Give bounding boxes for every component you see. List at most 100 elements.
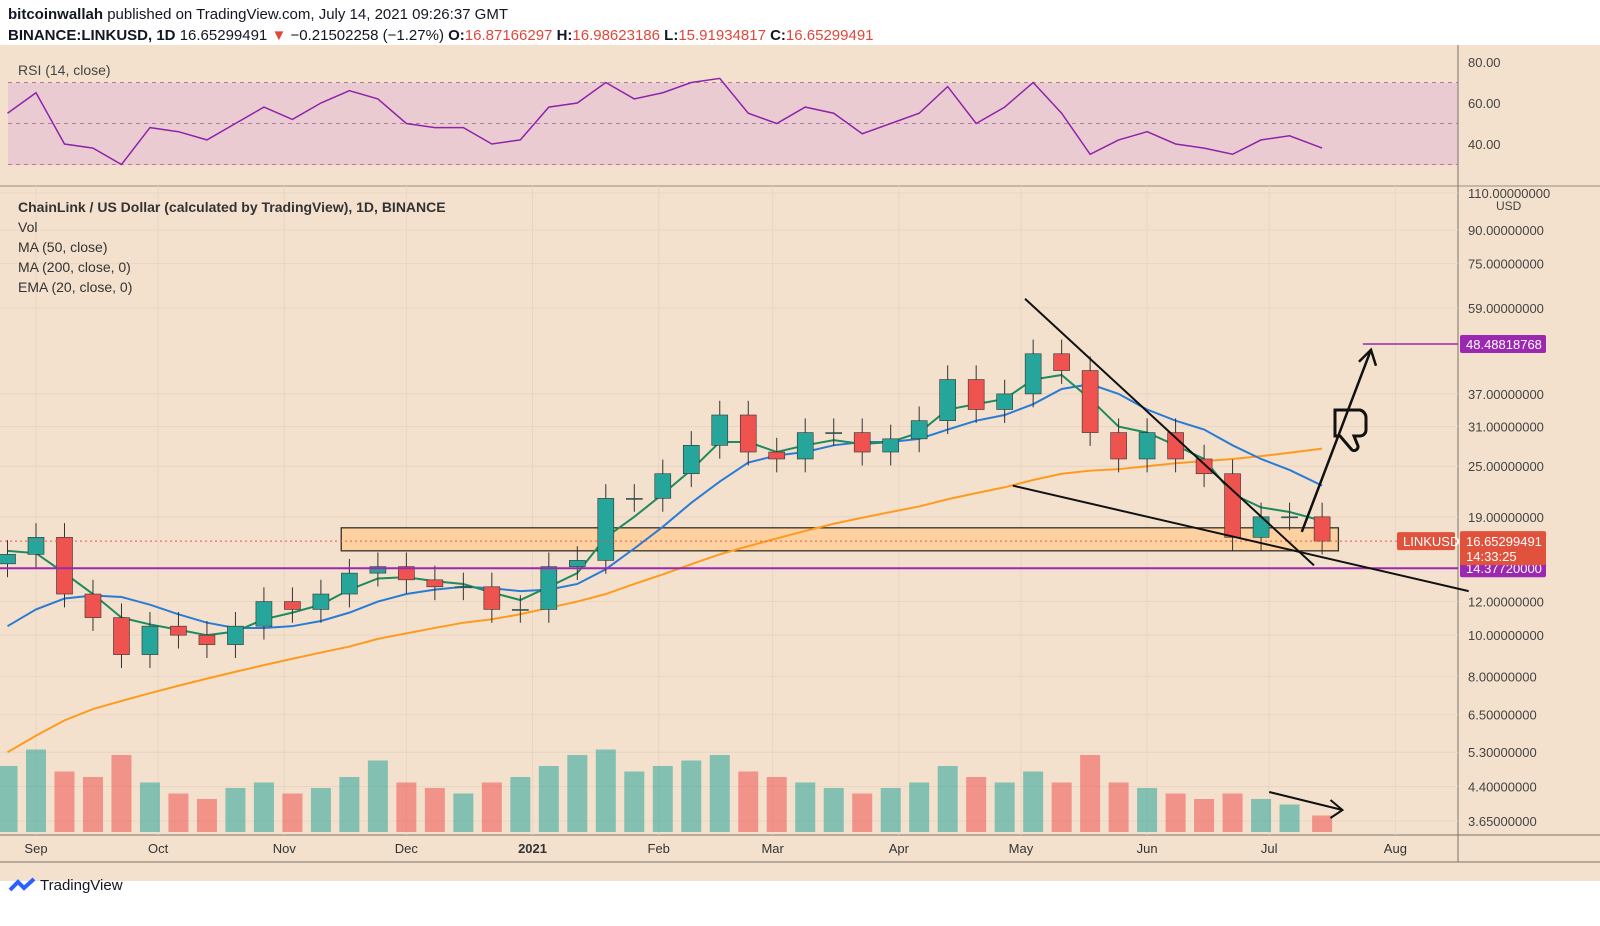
volume-bar <box>396 782 417 832</box>
candle <box>625 498 643 500</box>
chart-background <box>0 45 1600 881</box>
symbol-label-bg <box>1397 532 1455 551</box>
volume-bar <box>1165 793 1186 832</box>
open-value: 16.87166297 <box>464 27 553 44</box>
price-tick: 4.40000000 <box>1468 780 1537 795</box>
volume-bar <box>966 777 987 832</box>
brand[interactable]: TradingView <box>40 876 123 894</box>
volume-bar <box>510 777 531 832</box>
candle <box>141 625 159 655</box>
volume-bar <box>481 782 502 832</box>
volume-bar <box>880 788 901 832</box>
author[interactable]: bitcoinwallah <box>8 6 104 23</box>
volume-bar <box>0 766 18 832</box>
volume-bar <box>367 760 388 832</box>
candle <box>1224 473 1241 538</box>
volume-bar <box>909 782 930 832</box>
arrow-head-icon <box>1358 347 1378 367</box>
candle <box>825 432 843 434</box>
candle <box>426 579 444 588</box>
volume-bar <box>196 799 217 832</box>
high-value: 16.98623186 <box>572 27 660 44</box>
chart-header: bitcoinwallah published on TradingView.c… <box>8 4 874 46</box>
candle <box>1053 353 1070 371</box>
footer: TradingView <box>8 876 123 894</box>
candle <box>113 617 130 655</box>
volume-bar <box>54 771 75 832</box>
candle <box>198 634 216 645</box>
candle <box>27 537 45 555</box>
candle <box>1110 432 1127 460</box>
candle <box>0 554 16 565</box>
candle <box>341 572 358 595</box>
volume-bar <box>1251 799 1272 832</box>
candle <box>682 445 700 475</box>
rsi-label: RSI (14, close) <box>18 62 111 78</box>
price-tick: 90.00000000 <box>1468 223 1544 238</box>
price-tick: 37.00000000 <box>1468 387 1544 402</box>
volume-bar <box>1222 793 1243 832</box>
down-arrow-icon: ▼ <box>271 27 287 44</box>
candle <box>170 625 187 636</box>
price-change: −0.21502258 (−1.27%) <box>290 27 444 44</box>
legend-item: ChainLink / US Dollar (calculated by Tra… <box>18 199 446 215</box>
candle <box>1024 353 1042 395</box>
volume-bar <box>82 777 103 832</box>
time-tick: Jul <box>1261 841 1278 856</box>
price-tick: 8.00000000 <box>1468 669 1537 684</box>
volume-bar <box>1080 755 1101 832</box>
ma200-line <box>7 447 1323 754</box>
support-zone <box>340 527 1340 552</box>
time-tick: Feb <box>648 841 670 856</box>
volume-bar <box>424 788 445 832</box>
price-tick: 10.00000000 <box>1468 628 1544 643</box>
volume-bar <box>139 782 160 832</box>
candle <box>768 451 786 460</box>
volume-bar <box>253 782 274 832</box>
time-tick: Apr <box>889 841 910 856</box>
published-info: published on TradingView.com, July 14, 2… <box>107 6 508 23</box>
low-label: L: <box>664 27 679 44</box>
candle <box>483 586 501 610</box>
high-label: H: <box>556 27 573 44</box>
close-value: 16.65299491 <box>785 27 874 44</box>
price-tick: 3.65000000 <box>1468 814 1537 829</box>
last-price: 16.65299491 <box>179 27 268 44</box>
price-tick: 12.00000000 <box>1468 595 1544 610</box>
trendline <box>1012 484 1469 593</box>
volume-bar <box>1023 771 1044 832</box>
time-tick: Sep <box>24 841 47 856</box>
countdown-label: 14:33:25 <box>1466 549 1517 564</box>
low-value: 15.91934817 <box>678 27 766 44</box>
candle <box>369 566 387 574</box>
volume-bar <box>624 771 645 832</box>
volume-bar <box>111 755 132 832</box>
volume-bar <box>709 755 730 832</box>
candle <box>227 625 244 645</box>
symbol-label: LINKUSD <box>1403 534 1459 549</box>
volume-bar <box>823 788 844 832</box>
volume-bar <box>339 777 360 832</box>
volume-bar <box>453 793 474 832</box>
volume-bar <box>795 782 816 832</box>
volume-bar <box>852 793 873 832</box>
arrow-head-icon <box>1329 799 1345 819</box>
candle <box>939 379 956 421</box>
price-tick: 110.00000000 <box>1468 186 1550 201</box>
breakout-arrow <box>1300 349 1373 533</box>
legend-item: Vol <box>18 219 37 235</box>
volume-bar <box>310 788 331 832</box>
candle <box>1081 370 1099 433</box>
candle <box>1252 516 1270 538</box>
candle <box>1195 458 1213 475</box>
candle <box>569 560 586 567</box>
time-tick: Aug <box>1384 841 1407 856</box>
candle <box>882 438 900 453</box>
time-tick: May <box>1009 841 1034 856</box>
candle <box>398 566 415 581</box>
candle <box>597 498 615 561</box>
price-tick: 19.00000000 <box>1468 510 1544 525</box>
rsi-tick: 60.00 <box>1468 96 1501 111</box>
candle <box>284 601 301 610</box>
